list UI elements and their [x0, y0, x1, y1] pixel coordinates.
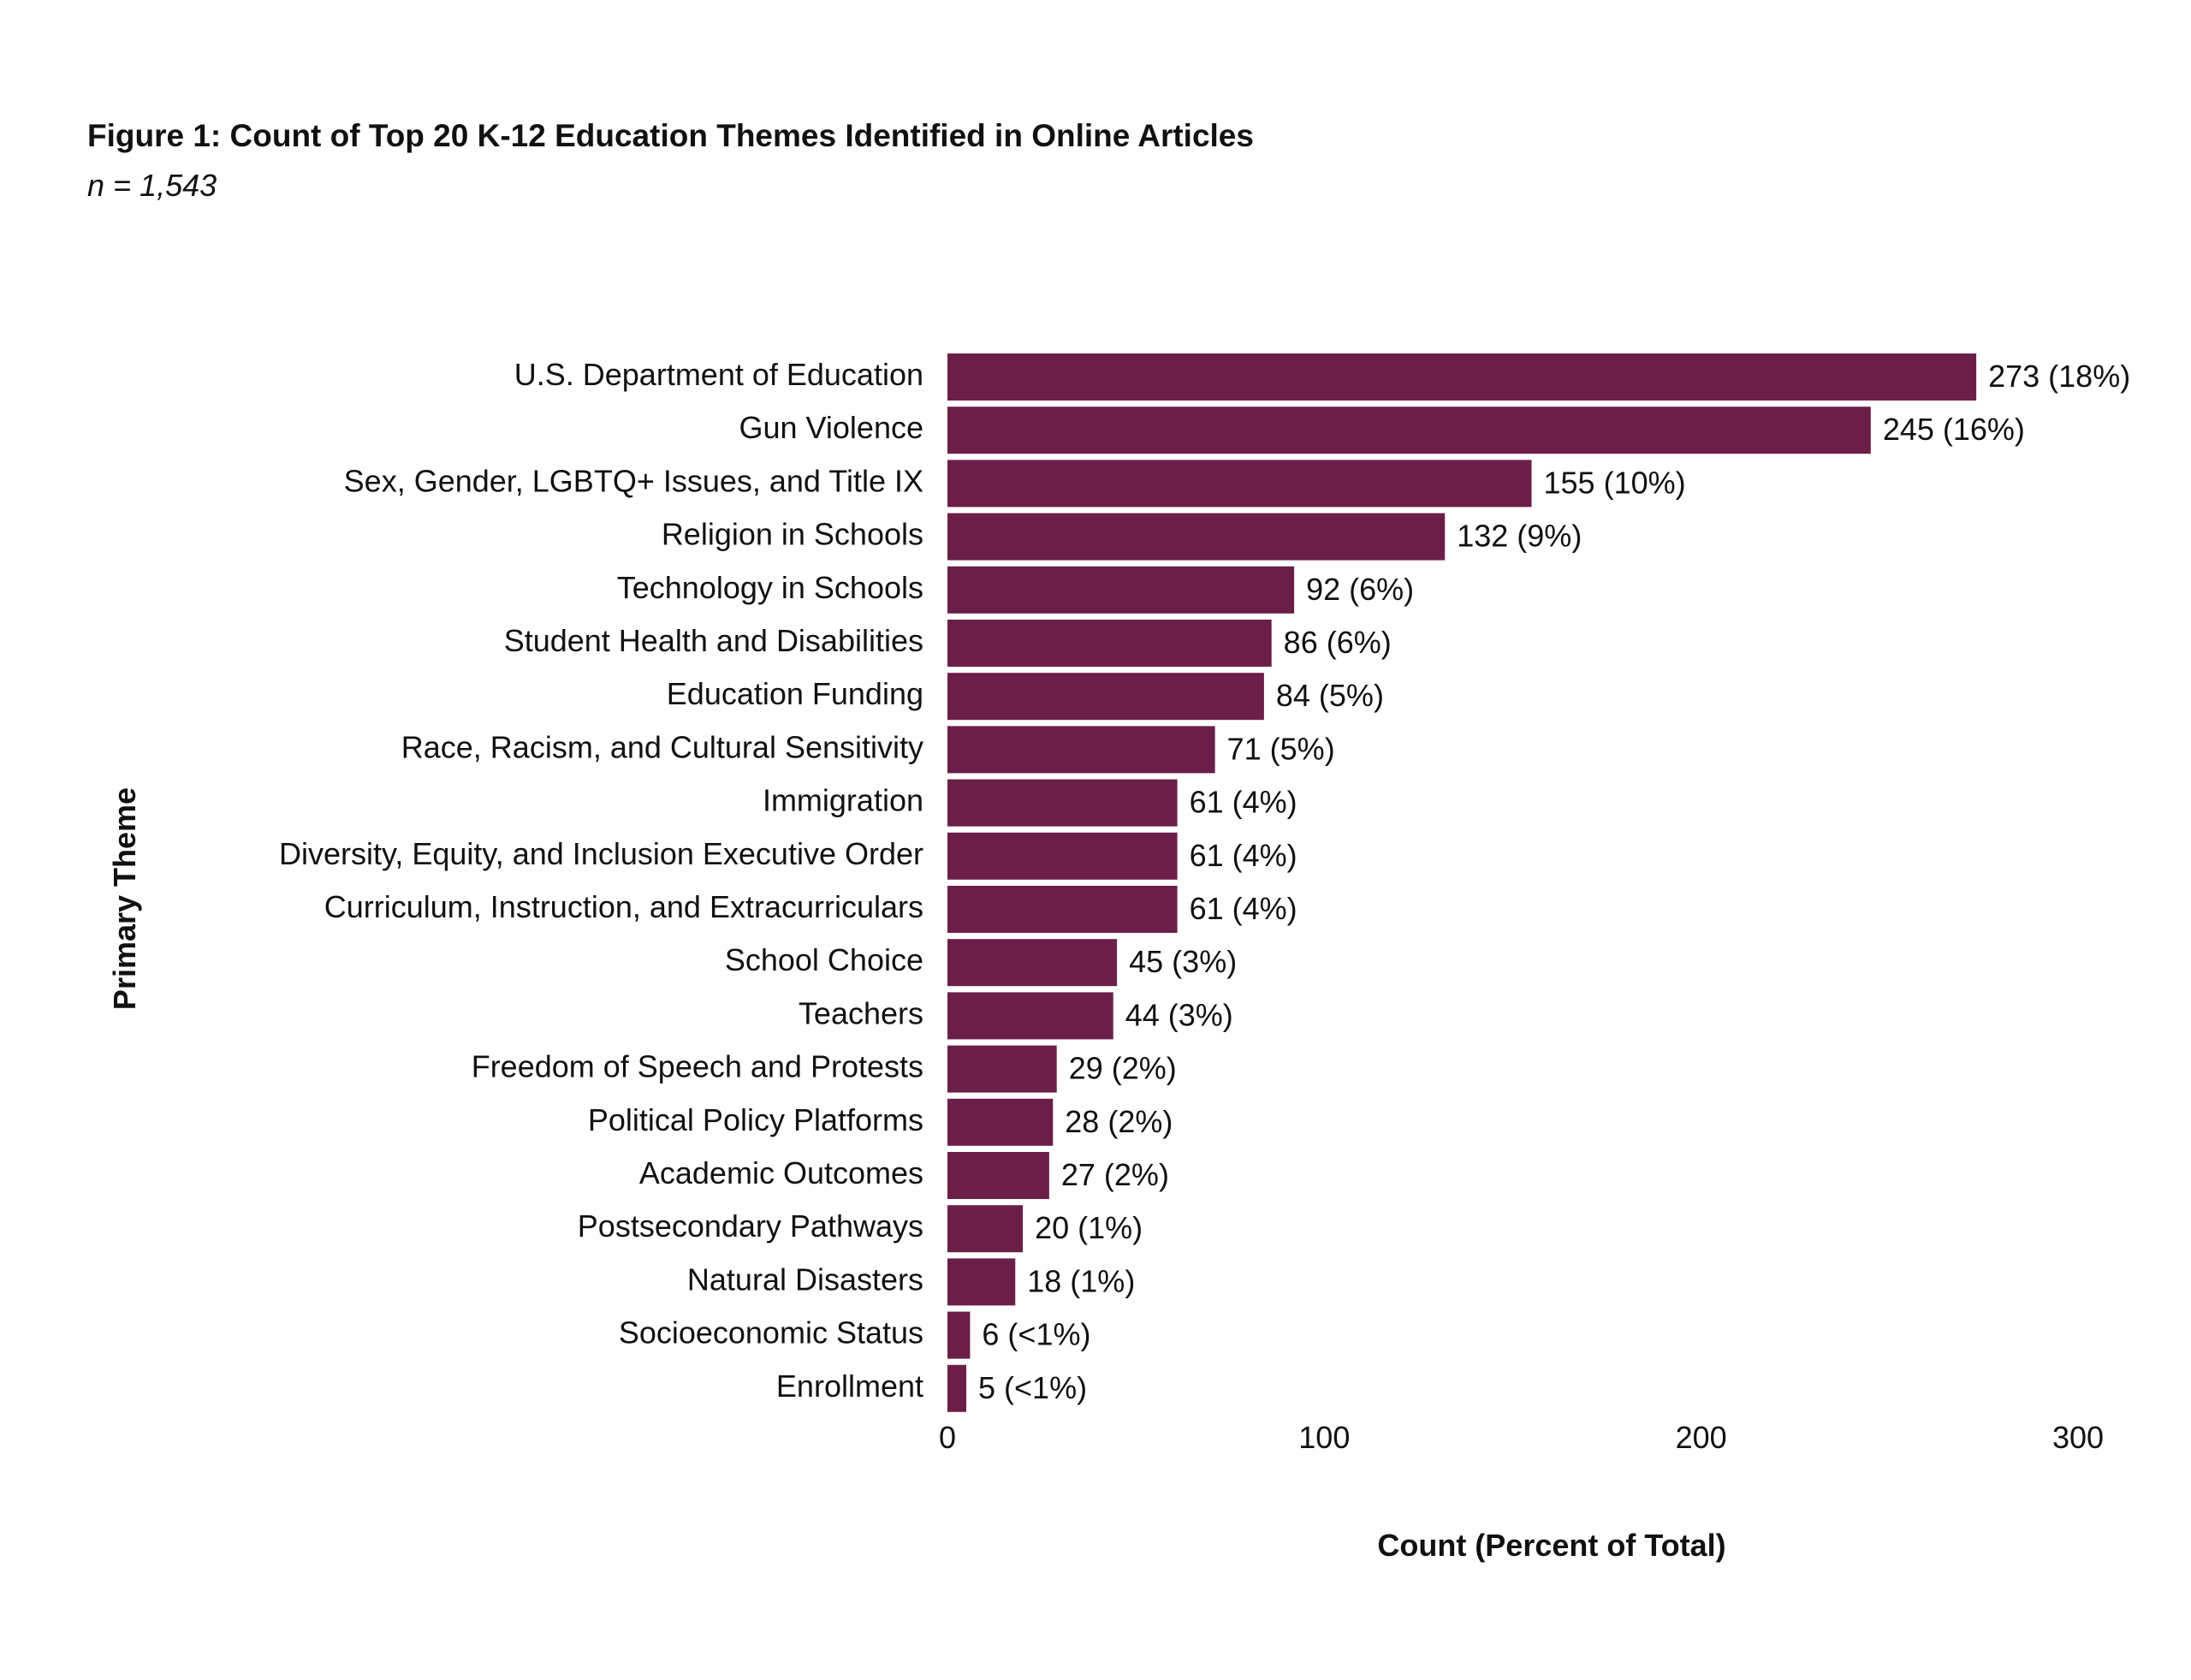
data-label: 86 (6%): [1284, 625, 1392, 660]
category-label: Diversity, Equity, and Inclusion Executi…: [279, 836, 923, 871]
bar: [947, 1364, 967, 1412]
x-axis-title: Count (Percent of Total): [1377, 1528, 1725, 1563]
bar: [947, 726, 1215, 774]
data-label: 27 (2%): [1061, 1157, 1169, 1192]
figure-subtitle: n = 1,543: [87, 168, 217, 203]
value-labels: 273 (18%) 245 (16%) 155 (10%) 132 (9%) 92 (6…: [978, 359, 2130, 1405]
category-label: Sex, Gender, LGBTQ+ Issues, and Title IX: [344, 463, 923, 498]
category-label: Postsecondary Pathways: [578, 1208, 923, 1244]
data-label: 61 (4%): [1190, 785, 1297, 820]
bar: [947, 1258, 1016, 1306]
category-label: Academic Outcomes: [639, 1155, 923, 1190]
data-label: 28 (2%): [1065, 1104, 1173, 1139]
bar: [947, 1205, 1024, 1253]
y-axis-title: Primary Theme: [107, 787, 142, 1010]
data-label: 61 (4%): [1190, 891, 1297, 926]
category-label: Religion in Schools: [662, 517, 923, 552]
data-label: 155 (10%): [1544, 465, 1686, 500]
category-label: Immigration: [763, 783, 923, 818]
bar: [947, 1311, 971, 1359]
category-label: Curriculum, Instruction, and Extracurric…: [324, 889, 923, 924]
category-label: Teachers: [799, 995, 923, 1030]
bar: [947, 992, 1113, 1040]
data-label: 71 (5%): [1227, 731, 1335, 766]
data-label: 18 (1%): [1027, 1263, 1135, 1298]
category-label: Political Policy Platforms: [588, 1102, 923, 1137]
bar: [947, 460, 1532, 508]
bar: [947, 620, 1272, 667]
category-label: Gun Violence: [739, 410, 924, 445]
bar: [947, 939, 1118, 987]
bar: [947, 1098, 1054, 1146]
data-label: 20 (1%): [1035, 1210, 1143, 1245]
x-tick-label: 200: [1676, 1420, 1727, 1455]
category-label: U.S. Department of Education: [514, 357, 923, 392]
category-label: Freedom of Speech and Protests: [472, 1049, 923, 1084]
bar: [947, 779, 1178, 827]
category-label: Technology in Schools: [617, 570, 923, 605]
category-label: Natural Disasters: [687, 1261, 923, 1297]
bar: [947, 832, 1178, 880]
data-label: 245 (16%): [1883, 412, 2025, 447]
data-label: 92 (6%): [1306, 572, 1414, 607]
bar: [947, 886, 1178, 933]
data-label: 6 (<1%): [982, 1317, 1090, 1352]
x-tick-label: 300: [2052, 1420, 2104, 1455]
bar: [947, 566, 1295, 614]
x-tick-label: 100: [1298, 1420, 1350, 1455]
data-label: 44 (3%): [1125, 997, 1233, 1032]
figure-title: Figure 1: Count of Top 20 K-12 Education…: [87, 118, 1254, 153]
category-label: Education Funding: [667, 676, 923, 711]
data-label: 45 (3%): [1129, 944, 1237, 979]
category-label: Student Health and Disabilities: [504, 623, 923, 658]
bar: [947, 1152, 1049, 1199]
x-axis-ticks: 0 100 200 300: [939, 1420, 2104, 1455]
data-label: 5 (<1%): [978, 1370, 1087, 1405]
x-tick-label: 0: [939, 1420, 956, 1455]
category-label: Enrollment: [776, 1368, 923, 1404]
data-label: 273 (18%): [1988, 359, 2130, 394]
category-label: Socioeconomic Status: [619, 1315, 923, 1351]
category-label: School Choice: [725, 942, 923, 977]
bars-group: [947, 353, 1977, 1412]
category-label: Race, Racism, and Cultural Sensitivity: [401, 729, 923, 764]
bar: [947, 407, 1871, 454]
data-label: 132 (9%): [1457, 519, 1582, 554]
data-label: 29 (2%): [1069, 1051, 1177, 1086]
data-label: 61 (4%): [1190, 838, 1297, 873]
bar: [947, 1045, 1057, 1093]
bar: [947, 353, 1977, 401]
category-labels: U.S. Department of Education Gun Violence…: [279, 357, 923, 1404]
bar: [947, 673, 1264, 721]
data-label: 84 (5%): [1276, 678, 1384, 713]
bar: [947, 513, 1446, 561]
